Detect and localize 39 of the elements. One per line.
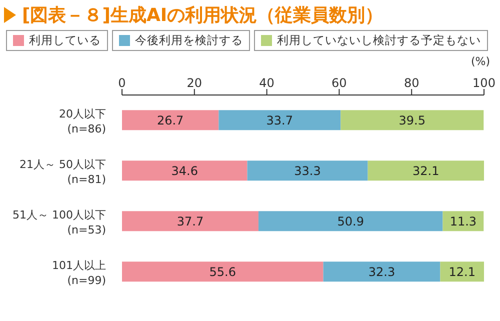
data-label: 32.3 xyxy=(368,264,396,279)
data-label: 33.3 xyxy=(294,164,321,178)
x-tick-label: 20 xyxy=(186,76,202,90)
legend-label: 利用している xyxy=(29,33,101,48)
bar xyxy=(122,160,248,181)
data-label: 26.7 xyxy=(156,113,184,128)
bar xyxy=(258,211,443,232)
bar xyxy=(122,110,219,130)
bar xyxy=(122,262,324,282)
bar xyxy=(340,110,484,130)
data-label: 32.1 xyxy=(412,164,440,178)
x-axis-title: (%) xyxy=(470,55,490,68)
x-tick-label: 0 xyxy=(118,76,126,90)
x-tick-label: 100 xyxy=(472,76,496,90)
x-tick-label: 80 xyxy=(404,76,420,90)
data-label: 34.6 xyxy=(171,164,198,178)
data-label: 50.9 xyxy=(337,214,364,228)
legend-label: 今後利用を検討する xyxy=(135,33,243,48)
data-label: 55.6 xyxy=(209,264,236,279)
bar xyxy=(247,160,368,181)
legend-label: 利用していないし検討する予定もない xyxy=(277,33,481,48)
bar xyxy=(442,211,484,232)
y-tick-label: 101人以上 (n=99) xyxy=(52,258,106,287)
bar xyxy=(368,160,484,181)
y-tick-label: 20人以下 (n=86) xyxy=(59,107,106,136)
data-label: 11.3 xyxy=(450,214,477,228)
bar xyxy=(323,262,440,282)
data-label: 39.5 xyxy=(398,113,426,128)
data-label: 37.7 xyxy=(176,214,204,228)
x-tick-label: 40 xyxy=(259,76,274,90)
data-label: 12.1 xyxy=(448,264,476,279)
bar xyxy=(218,110,341,130)
chart-title: [図表－８]生成AIの利用状況（従業員数別） xyxy=(22,4,384,27)
y-tick-label: 51人～ 100人以下 (n=53) xyxy=(12,208,106,236)
y-tick-label: 21人～ 50人以下 (n=81) xyxy=(20,158,106,186)
x-tick-label: 60 xyxy=(332,76,347,90)
data-label: 33.7 xyxy=(266,113,294,128)
bar xyxy=(122,211,258,232)
bar xyxy=(440,262,484,282)
